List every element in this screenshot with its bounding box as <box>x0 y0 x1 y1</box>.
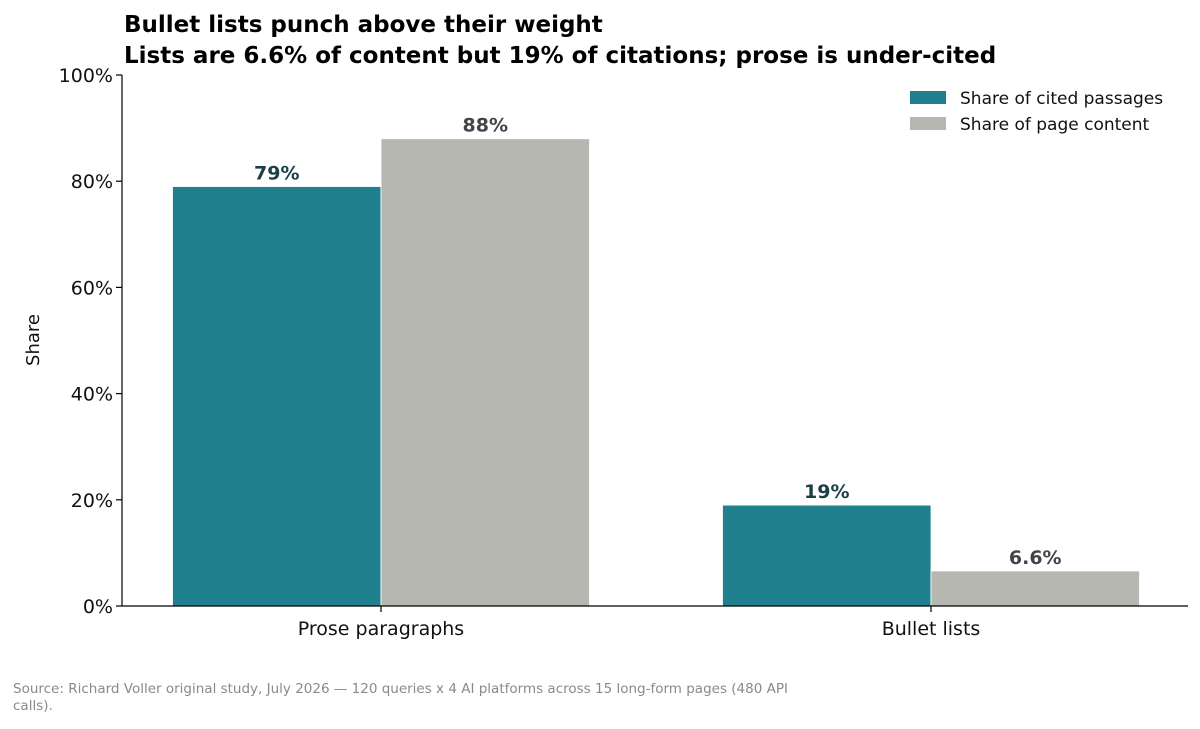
x-tick-label: Prose paragraphs <box>298 618 464 640</box>
bar-value-label: 6.6% <box>1009 547 1062 569</box>
source-note: Source: Richard Voller original study, J… <box>13 681 788 714</box>
bar-value-label: 19% <box>804 481 849 503</box>
chart-title: Bullet lists punch above their weight <box>124 12 603 38</box>
y-tick-label: 80% <box>71 171 113 193</box>
legend: Share of cited passages Share of page con… <box>910 89 1163 135</box>
bar-cited-1 <box>722 504 932 607</box>
bar-value-label: 79% <box>254 163 299 185</box>
legend-label: Share of cited passages <box>960 89 1163 109</box>
y-tick-label: 60% <box>71 277 113 299</box>
chart-subtitle: Lists are 6.6% of content but 19% of cit… <box>124 43 996 69</box>
y-tick-label: 40% <box>71 384 113 406</box>
bar-cited-0 <box>172 186 382 607</box>
legend-label: Share of page content <box>960 115 1150 135</box>
y-axis-ticks: 0% 20% 40% 60% 80% 100% <box>59 65 122 618</box>
legend-swatch <box>910 117 946 130</box>
bar-content-1 <box>930 570 1140 607</box>
y-tick-label: 100% <box>59 65 113 87</box>
y-axis-label: Share <box>23 314 44 366</box>
legend-swatch <box>910 91 946 104</box>
bar-value-labels: 79% 88% 19% 6.6% <box>254 115 1062 569</box>
y-tick-label: 0% <box>83 596 113 618</box>
bar-content-0 <box>380 138 590 607</box>
bar-value-label: 88% <box>463 115 508 137</box>
x-tick-label: Bullet lists <box>882 618 981 640</box>
y-tick-label: 20% <box>71 490 113 512</box>
x-axis-ticks: Prose paragraphs Bullet lists <box>298 606 981 640</box>
bars <box>172 138 1140 607</box>
